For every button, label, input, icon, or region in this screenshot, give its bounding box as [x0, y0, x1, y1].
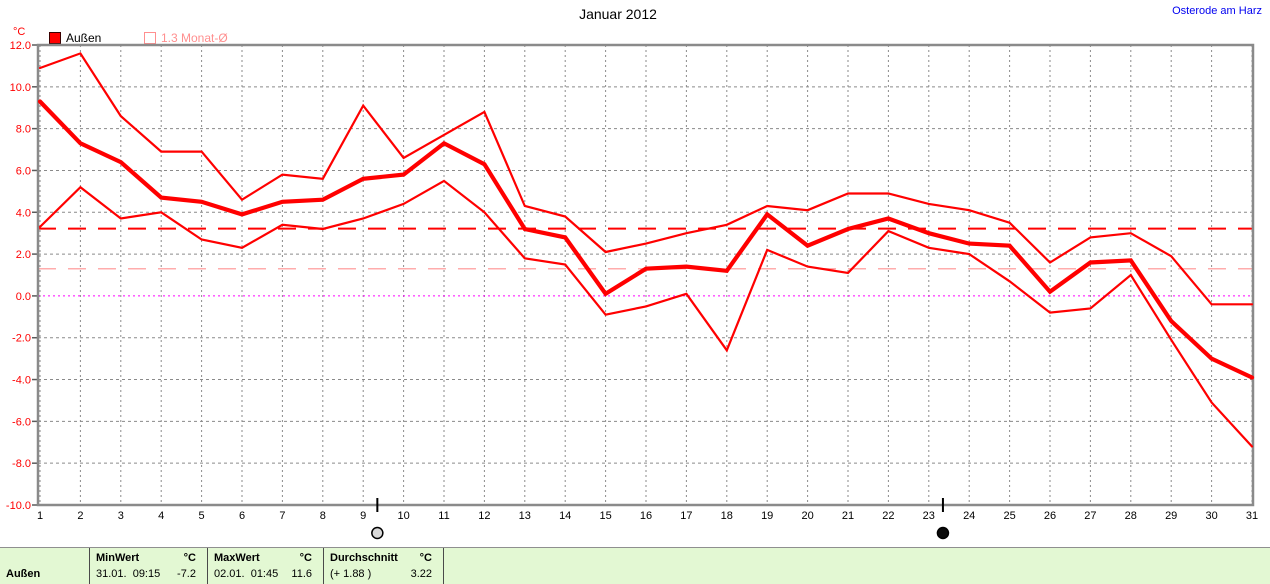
- y-tick-label: 10.0: [10, 82, 31, 94]
- x-tick-label: 29: [1165, 510, 1177, 522]
- x-tick-label: 13: [519, 510, 531, 522]
- durchschnitt-header: Durchschnitt: [330, 552, 398, 564]
- durchschnitt-unit: °C: [419, 552, 432, 564]
- y-tick-label: 6.0: [16, 165, 31, 177]
- y-tick-label: 8.0: [16, 124, 31, 136]
- plot-border: [36, 43, 1255, 507]
- page-title: Januar 2012: [579, 6, 657, 22]
- filled-square-icon: [49, 32, 61, 44]
- y-tick-label: 4.0: [16, 207, 31, 219]
- x-tick-label: 15: [599, 510, 611, 522]
- minwert-value: -7.2: [177, 568, 196, 580]
- x-tick-label: 9: [360, 510, 366, 522]
- x-tick-label: 16: [640, 510, 652, 522]
- x-tick-label: 18: [721, 510, 733, 522]
- x-tick-label: 19: [761, 510, 773, 522]
- y-tick-label: 2.0: [16, 249, 31, 261]
- sensor-label: Außen: [6, 568, 41, 580]
- x-tick-label: 22: [882, 510, 894, 522]
- x-tick-label: 20: [801, 510, 813, 522]
- x-tick-label: 7: [279, 510, 285, 522]
- minwert-datetime: 31.01. 09:15: [96, 568, 161, 580]
- status-bar: Außen MinWert °C 31.01. 09:15 -7.2 MaxWe…: [0, 547, 1270, 584]
- open-square-icon: [144, 32, 156, 44]
- maxwert-value: 11.6: [291, 568, 312, 580]
- legend-item-month-avg: 1.3 Monat-Ø: [144, 31, 228, 45]
- maxwert-datetime: 02.01. 01:45: [214, 568, 279, 580]
- legend-aussen-label: Außen: [66, 31, 102, 45]
- x-tick-label: 5: [199, 510, 205, 522]
- mean-temperature-line: [37, 99, 1255, 380]
- x-tick-label: 10: [397, 510, 409, 522]
- x-tick-label: 12: [478, 510, 490, 522]
- maxwert-unit: °C: [299, 552, 312, 564]
- x-tick-label: 17: [680, 510, 692, 522]
- max-temperature-line: [38, 52, 1254, 306]
- x-tick-label: 2: [77, 510, 83, 522]
- y-tick-label: -2.0: [12, 333, 31, 345]
- durchschnitt-value: 3.22: [410, 568, 432, 580]
- x-tick-label: 27: [1084, 510, 1096, 522]
- x-tick-label: 24: [963, 510, 975, 522]
- min-temperature-line: [38, 179, 1254, 448]
- y-tick-label: 0.0: [16, 291, 31, 303]
- x-tick-label: 31: [1246, 510, 1258, 522]
- y-tick-label: -6.0: [12, 416, 31, 428]
- maxwert-header: MaxWert: [214, 552, 260, 564]
- x-tick-label: 21: [842, 510, 854, 522]
- status-maxwert-column: MaxWert °C 02.01. 01:45 11.6: [207, 548, 323, 584]
- minwert-unit: °C: [183, 552, 196, 564]
- full-moon-icon: [371, 526, 384, 540]
- status-empty-column: [443, 548, 1270, 584]
- x-tick-label: 8: [320, 510, 326, 522]
- y-axis-unit-label: °C: [13, 26, 26, 38]
- x-tick-label: 1: [37, 510, 43, 522]
- station-link[interactable]: Osterode am Harz: [1172, 5, 1262, 17]
- y-tick-label: -8.0: [12, 458, 31, 470]
- x-tick-label: 11: [438, 510, 449, 522]
- y-tick-label: -4.0: [12, 375, 31, 387]
- status-sensor-column: Außen: [0, 548, 89, 584]
- x-tick-label: 4: [158, 510, 164, 522]
- x-tick-label: 26: [1044, 510, 1056, 522]
- x-tick-label: 3: [118, 510, 124, 522]
- durchschnitt-deviation: (+ 1.88 ): [330, 568, 372, 580]
- x-tick-label: 6: [239, 510, 245, 522]
- legend-item-aussen: Außen: [49, 31, 101, 45]
- minwert-header: MinWert: [96, 552, 140, 564]
- status-minwert-column: MinWert °C 31.01. 09:15 -7.2: [89, 548, 207, 584]
- temperature-line-chart: 1 2 3 4 5 6 7 8 9 10 11 12 13 14 15 16 17 18 19 20 21 22 23 24 2…: [6, 40, 1258, 540]
- x-tick-label: 30: [1205, 510, 1217, 522]
- x-tick-label: 23: [923, 510, 935, 522]
- x-tick-label: 25: [1003, 510, 1015, 522]
- new-moon-icon: [936, 526, 950, 540]
- x-tick-label: 28: [1125, 510, 1137, 522]
- y-tick-label: -10.0: [6, 500, 31, 512]
- status-durchschnitt-column: Durchschnitt °C (+ 1.88 ) 3.22: [323, 548, 443, 584]
- y-tick-label: 12.0: [10, 40, 31, 52]
- x-tick-label: 14: [559, 510, 571, 522]
- legend-month-avg-label: 1.3 Monat-Ø: [161, 31, 228, 45]
